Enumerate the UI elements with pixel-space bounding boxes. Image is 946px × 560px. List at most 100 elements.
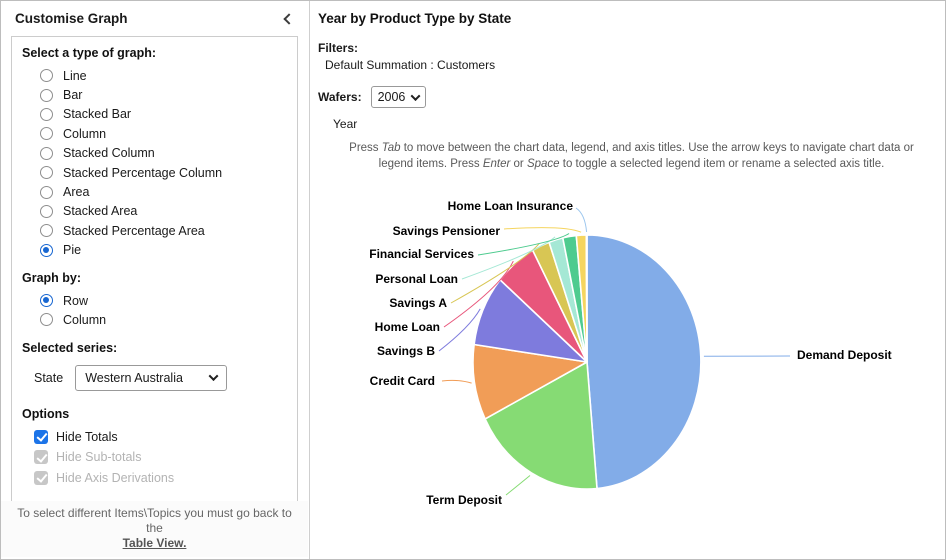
pie-label-personal-loan: Personal Loan — [375, 272, 458, 286]
radio-column-option[interactable]: Column — [40, 310, 287, 329]
filters-label: Filters: — [318, 41, 359, 55]
filters-value: Default Summation : Customers — [325, 58, 496, 72]
kbd-tab: Tab — [381, 142, 401, 154]
radio-icon[interactable] — [40, 107, 53, 121]
chart-instructions: Press Tab to move between the chart data… — [332, 140, 931, 172]
instructions-text: to move between the chart data, legend, … — [378, 142, 914, 171]
radio-stacked-bar[interactable]: Stacked Bar — [40, 105, 287, 124]
radio-label: Bar — [63, 88, 83, 103]
page-title: Year by Product Type by State — [318, 11, 512, 26]
checkbox-hide-axis-derivations: Hide Axis Derivations — [34, 468, 287, 489]
chart-main-area: Year by Product Type by State Filters: D… — [310, 1, 945, 559]
radio-pie[interactable]: Pie — [40, 241, 287, 260]
instructions-text: to toggle a selected legend item or rena… — [559, 158, 885, 171]
radio-icon[interactable] — [40, 146, 53, 160]
radio-label: Row — [63, 293, 89, 308]
sidebar-title: Customise Graph — [15, 11, 128, 26]
radio-stacked-column[interactable]: Stacked Column — [40, 144, 287, 163]
state-select[interactable]: Western Australia — [75, 364, 228, 391]
selected-series-label: Selected series: — [22, 340, 118, 355]
radio-label: Column — [63, 126, 107, 141]
radio-stacked-percentage-area[interactable]: Stacked Percentage Area — [40, 221, 287, 240]
sidebar-footer: To select different Items\Topics you mus… — [1, 501, 308, 557]
radio-icon[interactable] — [40, 313, 53, 327]
wafer-axis-title: Year — [333, 117, 358, 131]
radio-icon[interactable] — [40, 185, 53, 199]
pie-label-home-loan: Home Loan — [374, 320, 440, 334]
table-view-link[interactable]: Table View. — [122, 536, 187, 550]
wafers-row: Wafers: 2006 — [318, 86, 945, 108]
radio-label: Stacked Bar — [63, 107, 132, 122]
radio-column[interactable]: Column — [40, 124, 287, 143]
pie-leader-line-savings-b — [438, 308, 481, 352]
radio-label: Pie — [63, 243, 82, 258]
radio-icon[interactable] — [40, 127, 53, 141]
radio-icon-selected[interactable] — [40, 243, 53, 257]
series-row: State Western Australia — [34, 364, 287, 391]
footer-text: To select different Items\Topics you mus… — [17, 506, 292, 535]
radio-line[interactable]: Line — [40, 66, 287, 85]
pie-chart-svg — [438, 207, 791, 496]
pie-label-demand-deposit: Demand Deposit — [797, 348, 892, 362]
pie-leader-line-term-deposit — [505, 475, 531, 496]
pie-label-savings-b: Savings B — [376, 344, 435, 358]
radio-icon-selected[interactable] — [40, 294, 53, 308]
radio-stacked-area[interactable]: Stacked Area — [40, 202, 287, 221]
pie-slice-demand-deposit[interactable] — [586, 234, 702, 490]
checkbox-checked-icon[interactable] — [34, 429, 48, 444]
pie-label-term-deposit: Term Deposit — [426, 493, 502, 507]
graph-by-group-label: Graph by: — [22, 270, 82, 285]
radio-icon[interactable] — [40, 88, 53, 102]
customise-graph-panel: Customise Graph Select a type of graph: … — [1, 1, 310, 559]
pie-slice-term-deposit[interactable] — [484, 361, 598, 490]
pie-leader-line-credit-card — [441, 379, 472, 384]
pie-leader-line-home-loan-insurance — [575, 207, 588, 233]
pie-slice-credit-card[interactable] — [472, 343, 588, 420]
pie-leader-line-financial-services — [477, 233, 570, 256]
radio-label: Stacked Percentage Area — [63, 223, 205, 238]
radio-area[interactable]: Area — [40, 182, 287, 201]
radio-icon[interactable] — [40, 224, 53, 238]
instructions-text: Press — [349, 142, 382, 154]
pie-label-savings-pensioner: Savings Pensioner — [392, 224, 500, 238]
radio-label: Stacked Column — [63, 146, 155, 161]
checkbox-label: Hide Sub-totals — [56, 450, 142, 465]
pie-label-home-loan-insurance: Home Loan Insurance — [447, 199, 573, 213]
radio-label: Column — [63, 312, 107, 327]
chevron-down-icon — [410, 90, 421, 101]
pie-leader-line-savings-a — [450, 242, 540, 304]
radio-icon[interactable] — [40, 166, 53, 180]
pie-chart: Home Loan Insurance Savings Pensioner Fi… — [318, 151, 946, 557]
radio-label: Stacked Area — [63, 204, 138, 219]
pie-label-credit-card: Credit Card — [369, 374, 435, 388]
radio-icon[interactable] — [40, 204, 53, 218]
kbd-enter: Enter — [482, 158, 511, 171]
radio-row-option[interactable]: Row — [40, 291, 287, 310]
checkbox-label: Hide Totals — [56, 429, 118, 444]
radio-icon[interactable] — [40, 69, 53, 83]
wafers-label: Wafers: — [318, 90, 362, 104]
pie-slice-home-loan-insurance[interactable] — [585, 234, 588, 363]
state-label: State — [34, 370, 64, 385]
state-select-value: Western Australia — [85, 370, 183, 385]
pie-leader-line-savings-pensioner — [503, 227, 582, 233]
wafers-select-value: 2006 — [377, 90, 406, 104]
checkbox-checked-disabled-icon — [34, 450, 48, 465]
chevron-down-icon — [208, 371, 219, 382]
collapse-panel-icon[interactable] — [283, 12, 295, 25]
checkbox-hide-totals[interactable]: Hide Totals — [34, 427, 287, 448]
sidebar-header: Customise Graph — [1, 1, 309, 26]
pie-leader-line-home-loan — [443, 260, 514, 328]
radio-label: Line — [63, 68, 87, 83]
radio-bar[interactable]: Bar — [40, 85, 287, 104]
pie-label-financial-services: Financial Services — [369, 247, 474, 261]
pie-label-savings-a: Savings A — [389, 296, 447, 310]
wafers-select[interactable]: 2006 — [370, 86, 426, 108]
instructions-text: or — [510, 158, 527, 171]
radio-label: Stacked Percentage Column — [63, 165, 223, 180]
radio-stacked-percentage-column[interactable]: Stacked Percentage Column — [40, 163, 287, 182]
checkbox-hide-sub-totals: Hide Sub-totals — [34, 447, 287, 468]
graph-type-group-label: Select a type of graph: — [22, 46, 157, 60]
checkbox-label: Hide Axis Derivations — [56, 470, 175, 485]
radio-label: Area — [63, 185, 90, 200]
